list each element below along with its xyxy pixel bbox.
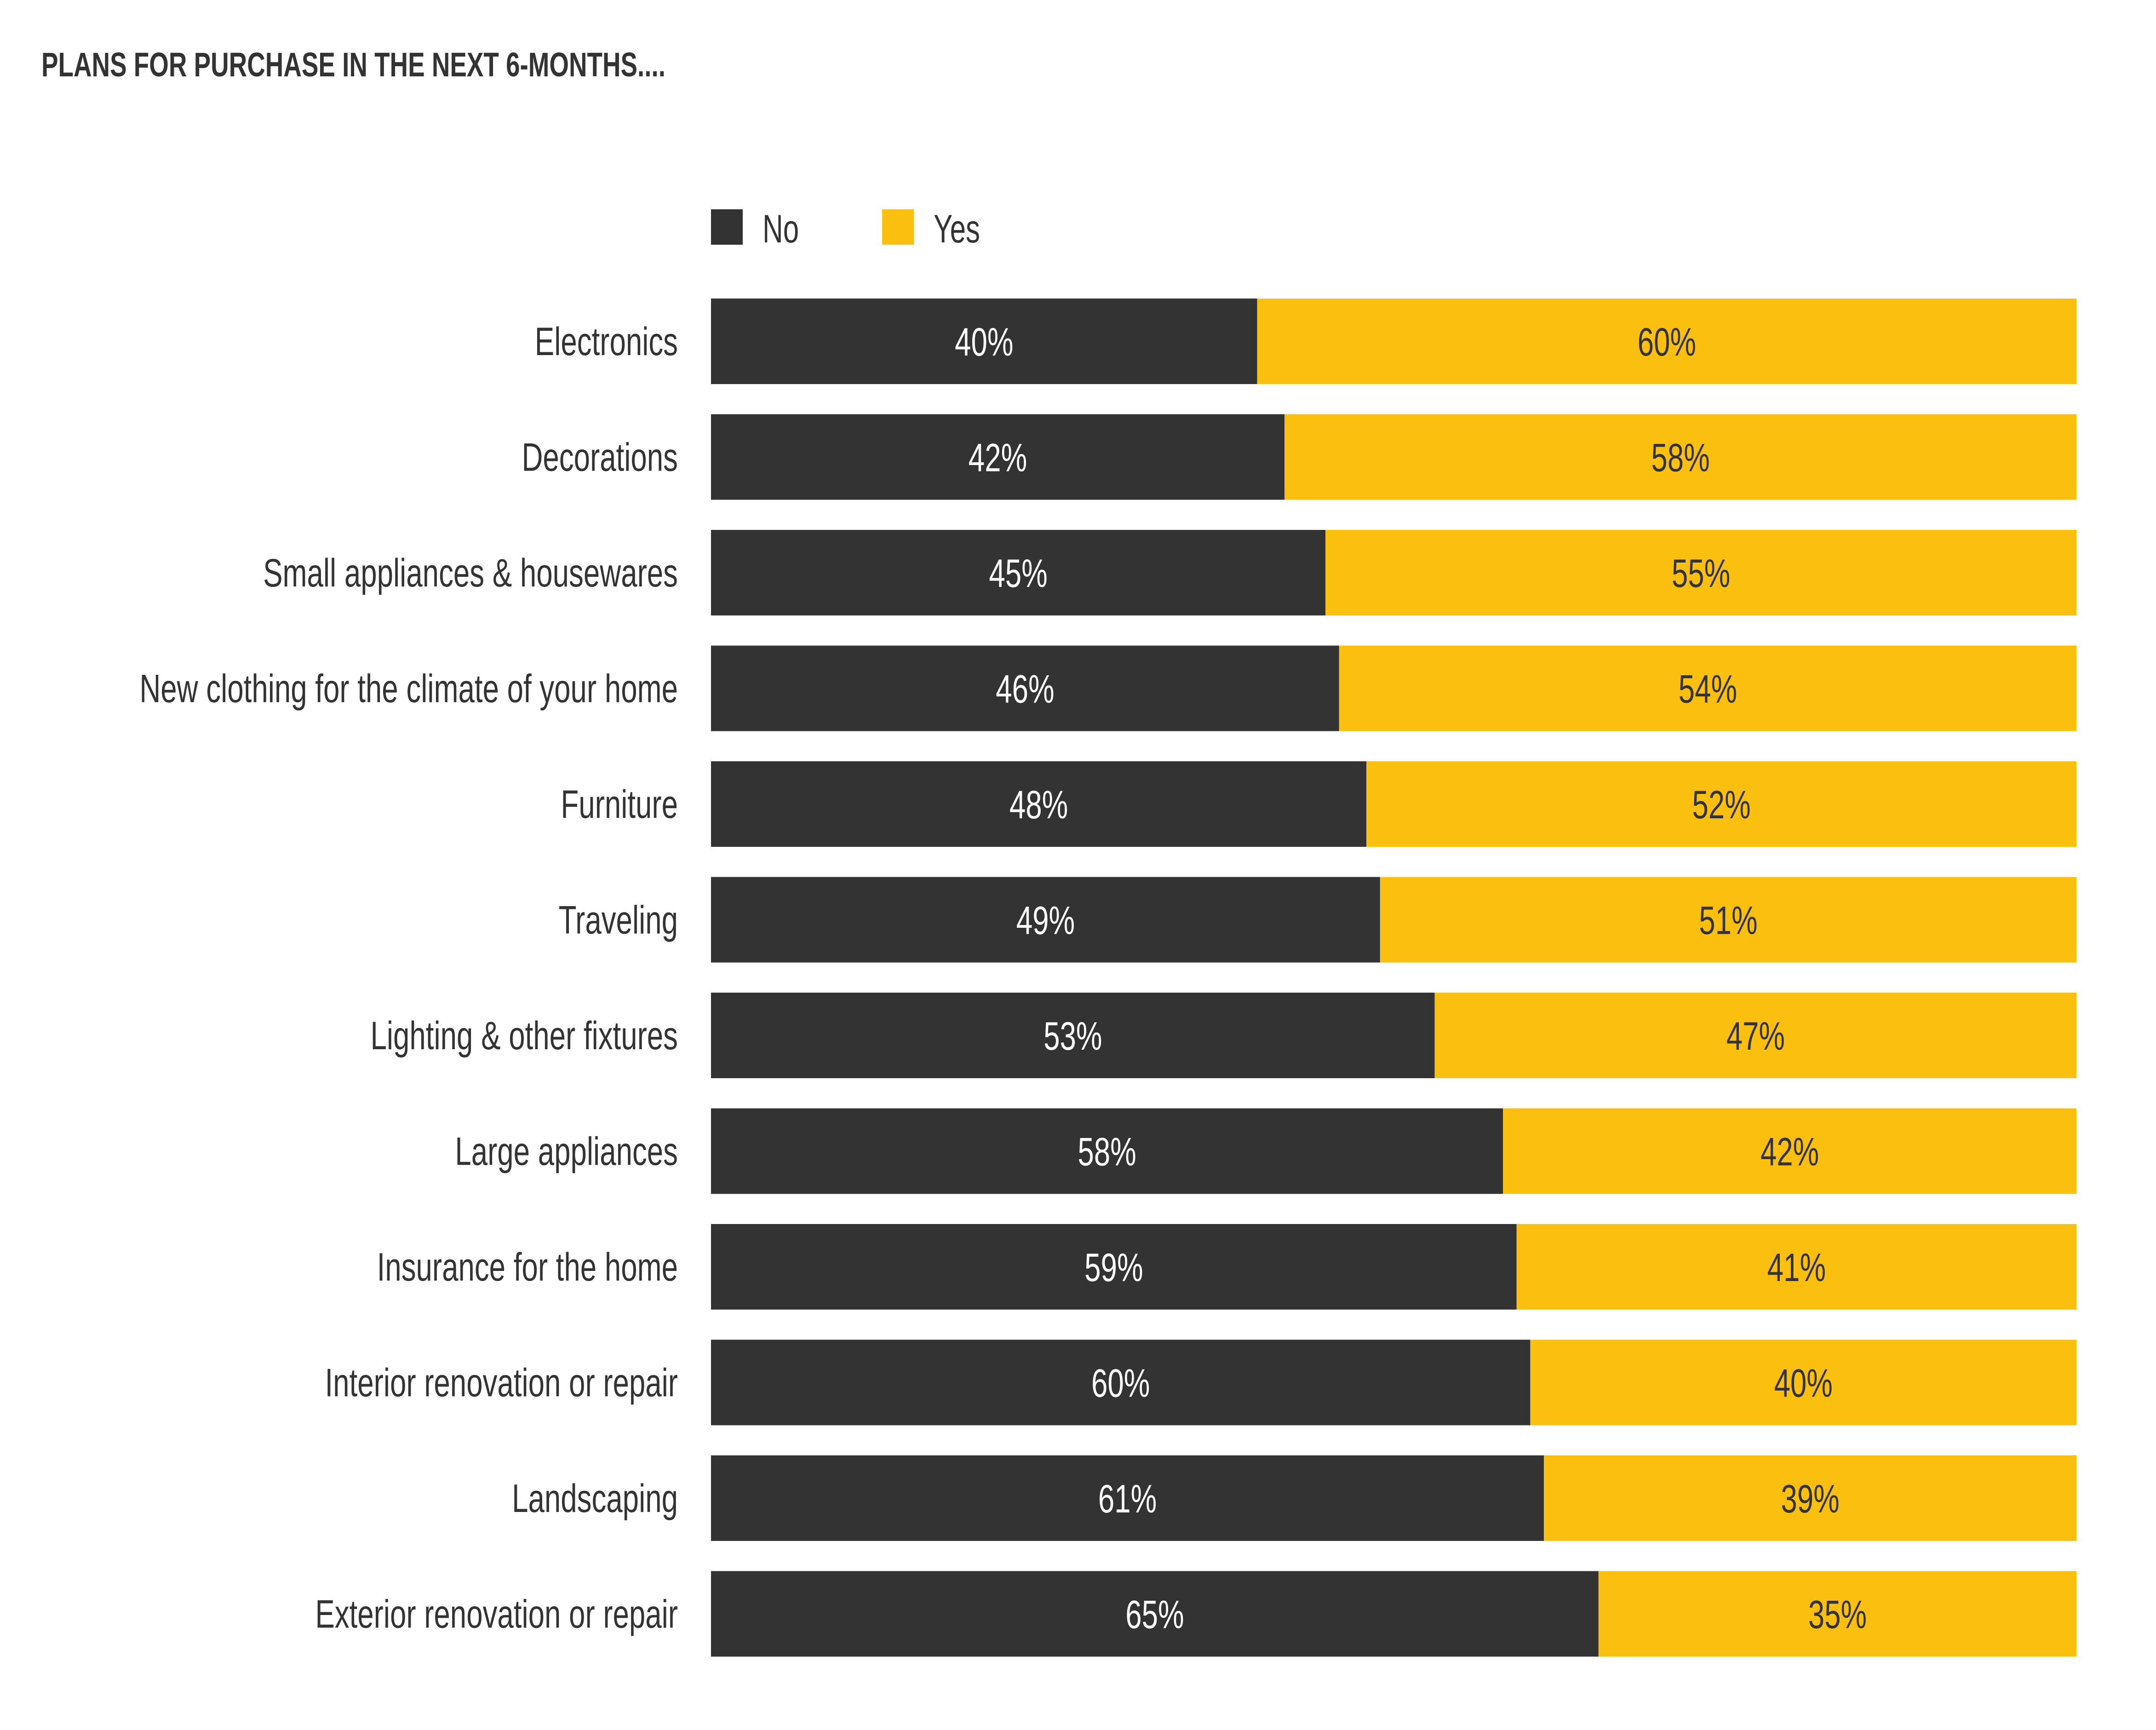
category-label: New clothing for the climate of your hom…: [139, 667, 678, 711]
data-label-no: 40%: [955, 321, 1013, 364]
bar-segment-no: [711, 761, 1367, 847]
category-label: Decorations: [522, 436, 678, 479]
bar-segment-no: [711, 1455, 1544, 1541]
bar-row: Lighting & other fixtures 53% 47%: [370, 993, 2076, 1078]
data-label-yes: 51%: [1699, 899, 1757, 943]
bar-segment-no: [711, 877, 1380, 963]
bar-row: Traveling 49% 51%: [559, 877, 2076, 963]
data-label-no: 65%: [1125, 1593, 1184, 1637]
bar-segment-yes: [1598, 1571, 2076, 1657]
bar-segment-no: [711, 530, 1326, 615]
bar-segment-no: [711, 993, 1435, 1078]
data-label-yes: 60%: [1638, 321, 1696, 364]
bar-segment-yes: [1339, 645, 2076, 731]
data-label-no: 60%: [1091, 1362, 1150, 1405]
legend-label-no: No: [763, 207, 799, 251]
chart-title: PLANS FOR PURCHASE IN THE NEXT 6-MONTHS.…: [41, 46, 665, 84]
data-label-yes: 54%: [1679, 667, 1737, 711]
bar-segment-yes: [1380, 877, 2076, 963]
data-label-yes: 42%: [1760, 1130, 1819, 1174]
bar-segment-yes: [1544, 1455, 2076, 1541]
bar-segment-yes: [1284, 414, 2076, 500]
category-label: Large appliances: [455, 1130, 678, 1173]
bar-segment-no: [711, 645, 1339, 731]
bar-segment-yes: [1257, 299, 2076, 384]
category-label: Electronics: [535, 320, 678, 364]
bar-segment-yes: [1434, 993, 2076, 1078]
data-label-no: 61%: [1098, 1477, 1157, 1521]
legend-label-yes: Yes: [934, 207, 981, 251]
category-label: Exterior renovation or repair: [315, 1592, 678, 1636]
bar-row: Small appliances & housewares 45% 55%: [263, 530, 2076, 615]
legend-swatch-no: [711, 209, 743, 245]
bar-row: Decorations 42% 58%: [522, 414, 2076, 500]
data-label-yes: 58%: [1651, 436, 1709, 480]
category-label: Lighting & other fixtures: [370, 1014, 678, 1058]
data-label-yes: 55%: [1672, 552, 1730, 596]
bar-row: Large appliances 58% 42%: [455, 1108, 2076, 1194]
bar-segment-no: [711, 414, 1284, 500]
bar-segment-no: [711, 1224, 1517, 1310]
bar-segment-no: [711, 1571, 1599, 1657]
bar-segment-yes: [1503, 1108, 2076, 1194]
data-label-no: 53%: [1044, 1015, 1102, 1058]
bar-row: Insurance for the home 59% 41%: [377, 1224, 2076, 1310]
category-label: Traveling: [559, 898, 678, 942]
category-label: Small appliances & housewares: [263, 552, 678, 595]
data-label-yes: 40%: [1774, 1362, 1833, 1405]
data-label-yes: 35%: [1808, 1593, 1867, 1637]
data-label-no: 48%: [1009, 783, 1068, 827]
data-label-no: 45%: [989, 552, 1047, 596]
category-label: Landscaping: [512, 1477, 678, 1521]
bar-row: Electronics 40% 60%: [535, 299, 2076, 384]
bar-segment-yes: [1516, 1224, 2076, 1310]
bar-row: New clothing for the climate of your hom…: [139, 645, 2076, 731]
category-label: Insurance for the home: [377, 1246, 678, 1289]
category-label: Interior renovation or repair: [325, 1361, 678, 1405]
bar-row: Furniture 48% 52%: [561, 761, 2076, 847]
data-label-no: 58%: [1078, 1130, 1136, 1174]
bar-segment-no: [711, 299, 1257, 384]
bar-row: Exterior renovation or repair 65% 35%: [315, 1571, 2076, 1657]
bar-row: Interior renovation or repair 60% 40%: [325, 1339, 2076, 1425]
bar-segment-yes: [1325, 530, 2076, 615]
data-label-yes: 41%: [1767, 1246, 1826, 1290]
legend-swatch-yes: [882, 209, 914, 245]
bar-segment-yes: [1530, 1339, 2076, 1425]
bar-segment-no: [711, 1339, 1531, 1425]
data-label-no: 42%: [969, 436, 1027, 480]
category-label: Furniture: [561, 783, 678, 827]
data-label-yes: 47%: [1726, 1015, 1785, 1058]
bar-row: Landscaping 61% 39%: [512, 1455, 2076, 1541]
data-label-no: 49%: [1016, 899, 1075, 943]
data-label-yes: 52%: [1692, 783, 1750, 827]
data-label-no: 59%: [1084, 1246, 1143, 1290]
data-label-yes: 39%: [1781, 1477, 1839, 1521]
data-label-no: 46%: [996, 667, 1054, 711]
bar-segment-yes: [1366, 761, 2076, 847]
bar-segment-no: [711, 1108, 1503, 1194]
